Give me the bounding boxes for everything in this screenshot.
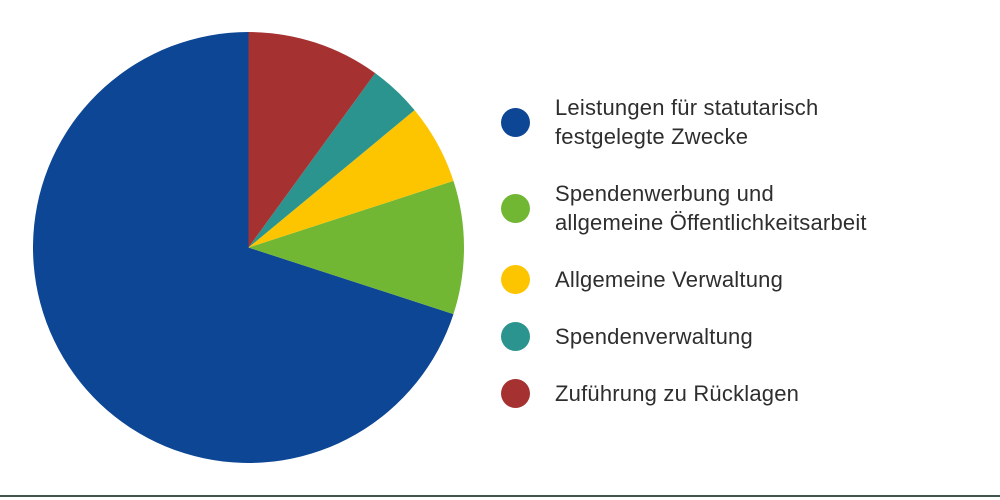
legend-label-line: Spendenverwaltung: [555, 324, 753, 349]
pie-slice-2: [248, 110, 454, 248]
legend-label-line: allgemeine Öffentlichkeitsarbeit: [555, 210, 867, 235]
chart-legend: Leistungen für statutarisch festgelegte …: [501, 93, 867, 408]
pie-slice-0: [33, 32, 454, 463]
legend-label-line: Zuführung zu Rücklagen: [555, 381, 800, 406]
legend-swatch-blue-icon: [501, 107, 530, 137]
legend-swatch-yellow-icon: [501, 265, 530, 294]
legend-label-line: festgelegte Zwecke: [555, 124, 749, 149]
legend-label: Zuführung zu Rücklagen: [555, 379, 799, 408]
legend-label: Spendenverwaltung: [555, 322, 753, 351]
legend-item-statutarische-zwecke: Leistungen für statutarisch festgelegte …: [501, 93, 867, 151]
legend-label: Spendenwerbung und allgemeine Öffentlich…: [555, 179, 867, 237]
legend-label-line: Leistungen für statutarisch: [555, 95, 819, 120]
pie-chart-container: [33, 32, 464, 463]
legend-label: Leistungen für statutarisch festgelegte …: [555, 93, 818, 151]
legend-label: Allgemeine Verwaltung: [555, 265, 783, 294]
legend-label-line: Spendenwerbung und: [555, 181, 774, 206]
pie-slice-4: [248, 32, 376, 248]
legend-item-spendenverwaltung: Spendenverwaltung: [501, 322, 867, 351]
legend-swatch-green-icon: [501, 193, 530, 223]
legend-item-allgemeine-verwaltung: Allgemeine Verwaltung: [501, 265, 867, 294]
pie-chart: [33, 32, 464, 463]
legend-swatch-teal-icon: [501, 322, 530, 351]
legend-item-spendenwerbung: Spendenwerbung und allgemeine Öffentlich…: [501, 179, 867, 237]
legend-label-line: Allgemeine Verwaltung: [555, 267, 784, 292]
pie-slice-1: [248, 180, 464, 315]
bottom-divider: [0, 495, 1000, 497]
pie-slice-3: [248, 73, 415, 248]
legend-item-ruecklagen: Zuführung zu Rücklagen: [501, 379, 867, 408]
legend-swatch-red-icon: [501, 379, 530, 408]
